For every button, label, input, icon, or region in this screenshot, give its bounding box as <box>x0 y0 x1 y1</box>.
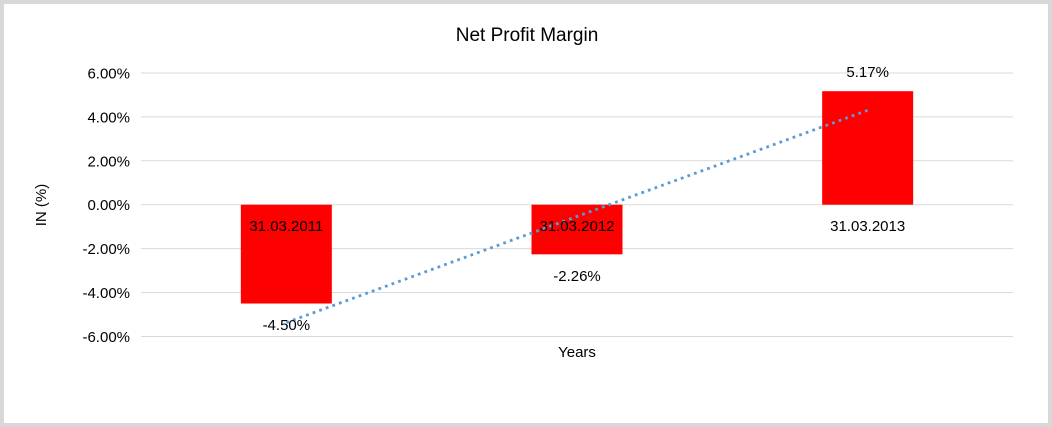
y-tick-label: -6.00% <box>82 329 130 346</box>
y-tick-label: -2.00% <box>82 241 130 258</box>
data-label: -4.50% <box>263 317 311 334</box>
trendline <box>285 108 869 324</box>
y-tick-label: 2.00% <box>87 153 130 170</box>
category-label: 31.03.2011 <box>249 218 323 235</box>
y-axis-title: IN (%) <box>33 184 50 227</box>
bar <box>822 91 914 205</box>
y-tick-label: 4.00% <box>87 109 130 126</box>
y-tick-label: 0.00% <box>87 197 130 214</box>
y-axis-tick-labels: 6.00% 4.00% 2.00% 0.00% -2.00% -4.00% -6.00% <box>82 65 130 345</box>
category-label: 31.03.2012 <box>539 218 614 235</box>
trendline-group <box>285 108 869 324</box>
x-axis-title: Years <box>558 344 596 361</box>
bar-series <box>240 91 914 304</box>
y-tick-label: -4.00% <box>82 285 130 302</box>
data-label: -2.26% <box>553 268 601 285</box>
category-axis-labels: 31.03.2011 31.03.2012 31.03.2013 <box>249 218 905 235</box>
y-tick-label: 6.00% <box>87 65 130 82</box>
bar <box>531 204 623 255</box>
data-label: 5.17% <box>846 64 889 81</box>
chart-title: Net Profit Margin <box>456 25 599 46</box>
bar <box>240 204 332 304</box>
category-label: 31.03.2013 <box>830 218 905 235</box>
data-labels: -4.50% -2.26% 5.17% <box>263 64 889 334</box>
